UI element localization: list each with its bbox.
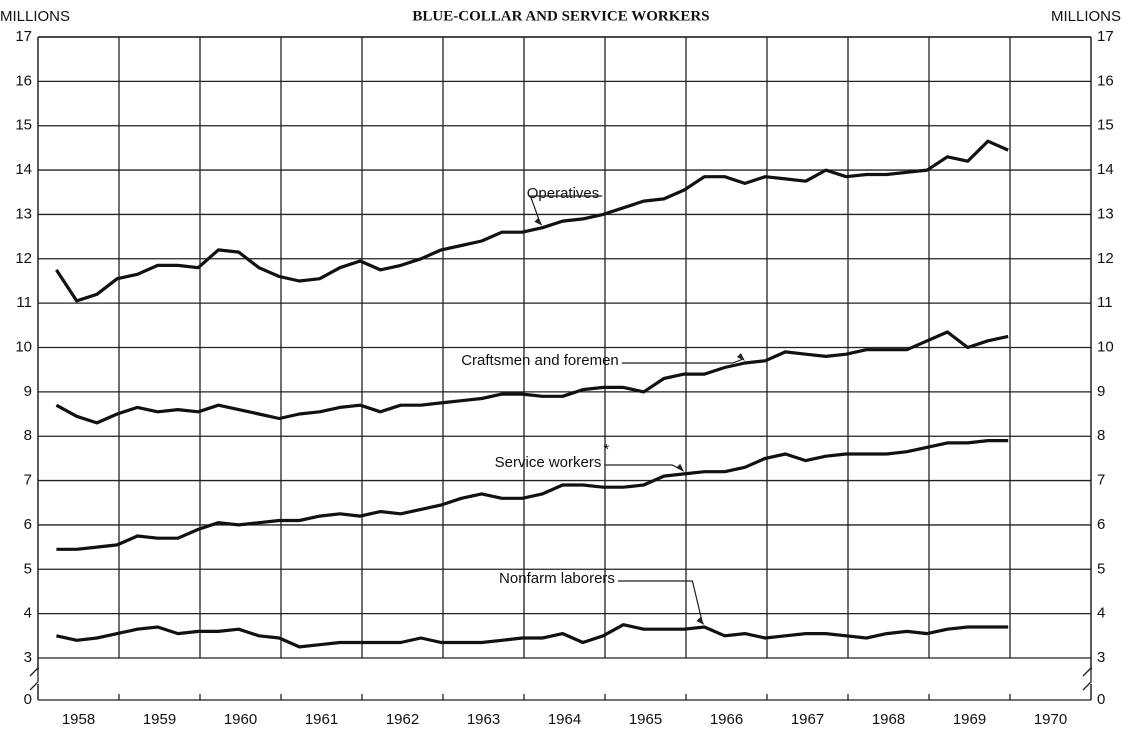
y2-tick-label: 16 (1097, 72, 1114, 89)
y-tick-label: 8 (24, 427, 32, 444)
y2-tick-label: 7 (1097, 472, 1105, 489)
y2-axis-label: MILLIONS (1051, 8, 1121, 25)
y-tick-label: 4 (24, 605, 32, 622)
label-arrowhead (676, 463, 685, 472)
y2-tick-label: 8 (1097, 427, 1105, 444)
label-leader (617, 580, 704, 624)
series-line (55, 139, 1009, 303)
chart-title: BLUE-COLLAR AND SERVICE WORKERS (412, 8, 709, 24)
x-tick-label: 1963 (467, 711, 500, 728)
y2-tick-label: 10 (1097, 338, 1114, 355)
y-axis-label: MILLIONS (0, 8, 70, 25)
y-tick-label: 14 (15, 161, 32, 178)
y2-tick-label: 15 (1097, 117, 1114, 134)
y-tick-label: 0 (24, 691, 32, 708)
series-label: Service workers (495, 454, 602, 471)
y2-tick-label: 0 (1097, 691, 1105, 708)
y2-tick-label: 3 (1097, 649, 1105, 666)
label-arrowhead (736, 353, 745, 362)
x-tick-label: 1964 (548, 711, 581, 728)
x-tick-label: 1961 (305, 711, 338, 728)
x-tick-label: 1969 (953, 711, 986, 728)
left-axis-break (29, 666, 39, 691)
x-tick-label: 1965 (629, 711, 662, 728)
x-tick-label: 1970 (1034, 711, 1067, 728)
right-axis-break (1082, 666, 1092, 691)
y2-tick-label: 5 (1097, 560, 1105, 577)
label-arrowhead (534, 217, 543, 226)
y-tick-label: 10 (15, 338, 32, 355)
label-leader (529, 195, 603, 224)
y-tick-label: 12 (15, 250, 32, 267)
y-tick-label: 3 (24, 649, 32, 666)
x-tick-label: 1966 (710, 711, 743, 728)
y2-tick-label: 6 (1097, 516, 1105, 533)
y-tick-label: 13 (15, 205, 32, 222)
y-tick-label: 7 (24, 472, 32, 489)
y-tick-label: 6 (24, 516, 32, 533)
y2-tick-label: 12 (1097, 250, 1114, 267)
y-tick-label: 16 (15, 72, 32, 89)
y2-tick-label: 14 (1097, 161, 1114, 178)
label-leader (621, 358, 744, 364)
x-tick-label: 1967 (791, 711, 824, 728)
y2-tick-label: 11 (1097, 294, 1113, 311)
y-tick-label: 15 (15, 117, 32, 134)
y-tick-label: 5 (24, 560, 32, 577)
x-tick-label: 1968 (872, 711, 905, 728)
y2-tick-label: 4 (1097, 605, 1105, 622)
series-line (56, 623, 1009, 649)
x-tick-label: 1960 (224, 711, 257, 728)
label-arrowhead (696, 616, 705, 625)
y-tick-label: 17 (15, 28, 32, 45)
x-tick-label: 1962 (386, 711, 419, 728)
y2-tick-label: 9 (1097, 383, 1105, 400)
y-tick-label: 9 (24, 383, 32, 400)
y-tick-label: 11 (16, 294, 32, 311)
x-tick-label: 1958 (62, 711, 95, 728)
series-line (56, 439, 1009, 551)
series-label: Operatives (527, 185, 600, 202)
footnote-mark: * (603, 441, 609, 458)
y2-tick-label: 17 (1097, 28, 1114, 45)
y2-tick-label: 13 (1097, 205, 1114, 222)
x-tick-label: 1959 (143, 711, 176, 728)
series-label: Nonfarm laborers (499, 570, 615, 587)
series-label: Craftsmen and foremen (461, 352, 619, 369)
series-line (55, 330, 1009, 425)
